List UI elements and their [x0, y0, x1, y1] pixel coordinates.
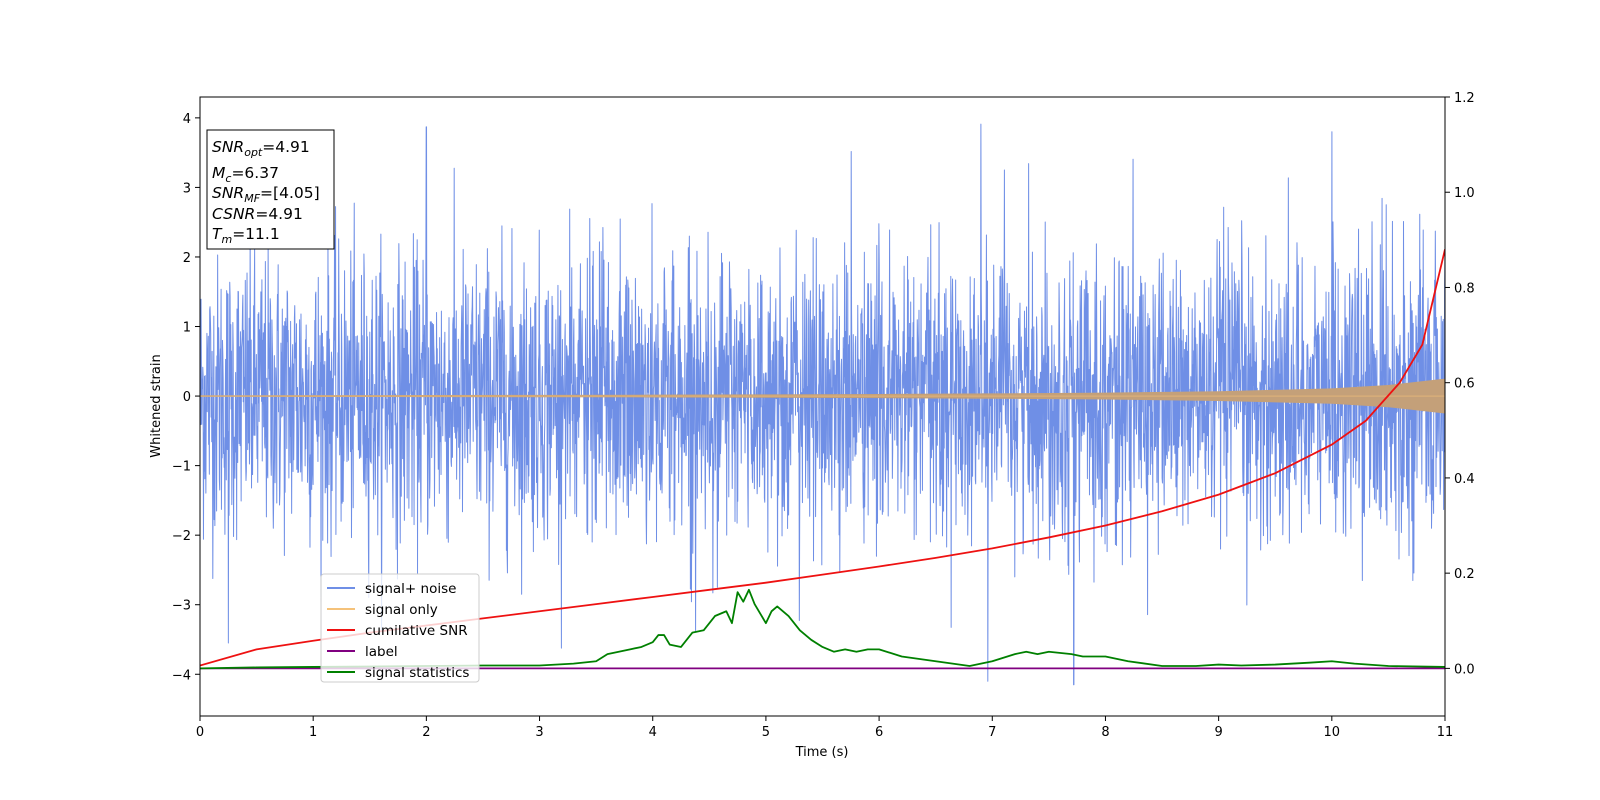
y-tick-label-left: 0 — [183, 390, 191, 405]
x-tick-label: 2 — [422, 725, 430, 740]
info-snr-opt: SNRopt=4.91 — [212, 138, 310, 159]
x-tick-label: 11 — [1437, 725, 1454, 740]
legend-frame — [320, 573, 480, 683]
x-tick-label: 9 — [1214, 725, 1222, 740]
y-tick-label-right: 0.6 — [1454, 377, 1475, 392]
x-tick-label: 6 — [875, 725, 883, 740]
x-tick-label: 1 — [309, 725, 317, 740]
y-tick-label-right: 0.8 — [1454, 281, 1475, 296]
x-tick-label: 0 — [196, 725, 204, 740]
y-tick-label-right: 0.2 — [1454, 567, 1475, 582]
legend-signal-statistics-label: signal statistics — [365, 665, 469, 681]
series-signal-statistics — [200, 588, 1445, 670]
legend: signal+ noise signal only cumilative SNR la… — [320, 573, 480, 683]
info-box-frame — [206, 129, 335, 250]
x-axis-label: Time (s) — [795, 745, 849, 760]
legend-items: signal+ noise signal only cumilative SNR la… — [327, 581, 469, 681]
info-csnr: CSNR=4.91 — [212, 205, 303, 223]
y-tick-label-left: −4 — [172, 668, 191, 683]
y-tick-label-left: −2 — [172, 529, 191, 544]
info-mc: Mc=6.37 — [212, 164, 279, 185]
series-signal-noise — [200, 123, 1445, 686]
axes-frame — [199, 96, 1446, 717]
info-box: SNRopt=4.91 Mc=6.37 SNRMF=[4.05] CSNR=4.… — [206, 129, 335, 250]
legend-cumulative-snr-label: cumilative SNR — [365, 623, 468, 639]
x-tick-label: 8 — [1101, 725, 1109, 740]
y-tick-label-left: 3 — [183, 181, 191, 196]
x-tick-label: 4 — [649, 725, 657, 740]
info-snr-mf: SNRMF=[4.05] — [212, 184, 320, 205]
y-tick-label-left: 1 — [183, 321, 191, 336]
legend-signal-only-label: signal only — [365, 602, 438, 618]
legend-signal-noise-label: signal+ noise — [365, 581, 456, 597]
y-tick-label-right: 1.0 — [1454, 186, 1475, 201]
ticks-layer: 0 1 2 3 4 5 6 7 8 9 10 1143210−1−2−3−41.21.00.80.60… — [172, 91, 1475, 740]
y-tick-label-right: 1.2 — [1454, 91, 1475, 106]
x-tick-label: 7 — [988, 725, 996, 740]
y-tick-label-right: 0.4 — [1454, 472, 1475, 487]
y-tick-label-left: 4 — [183, 112, 191, 127]
x-tick-label: 5 — [762, 725, 770, 740]
x-tick-label: 10 — [1324, 725, 1341, 740]
x-tick-label: 3 — [535, 725, 543, 740]
legend-label-label: label — [365, 644, 398, 660]
y-axis-label: Whitened strain — [149, 354, 164, 457]
y-tick-label-left: 2 — [183, 251, 191, 266]
info-tm: Tm=11.1 — [212, 225, 280, 246]
y-tick-label-left: −1 — [172, 460, 191, 475]
y-tick-label-right: 0.0 — [1454, 662, 1475, 677]
y-tick-label-left: −3 — [172, 599, 191, 614]
